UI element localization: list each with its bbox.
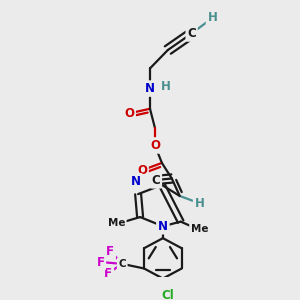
Text: C: C: [152, 174, 160, 187]
Text: N: N: [158, 220, 168, 233]
Text: O: O: [150, 139, 160, 152]
Text: C: C: [118, 259, 126, 269]
Text: H: H: [161, 80, 171, 93]
Text: N: N: [145, 82, 155, 95]
Text: Me: Me: [191, 224, 208, 234]
Text: O: O: [124, 107, 134, 120]
Text: F: F: [106, 244, 114, 257]
Text: F: F: [96, 256, 104, 268]
Text: Me: Me: [108, 218, 125, 229]
Text: C: C: [187, 27, 196, 40]
Text: H: H: [195, 197, 205, 210]
Text: O: O: [137, 164, 147, 177]
Text: Cl: Cl: [161, 289, 174, 300]
Text: H: H: [208, 11, 218, 24]
Text: F: F: [104, 266, 112, 280]
Text: N: N: [131, 175, 141, 188]
